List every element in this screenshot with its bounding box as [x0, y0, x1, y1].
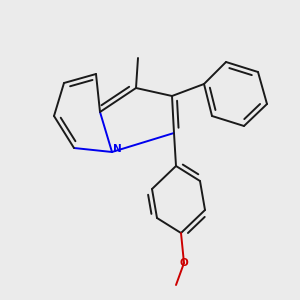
Text: O: O	[179, 257, 188, 268]
Text: N: N	[113, 145, 122, 154]
